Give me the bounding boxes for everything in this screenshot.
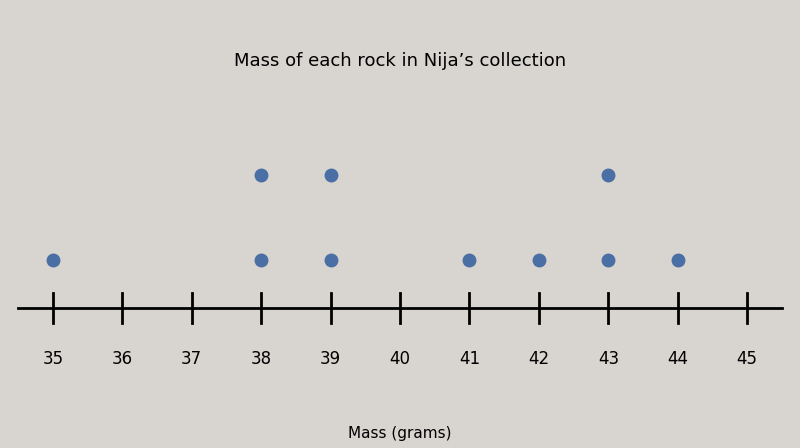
Text: 37: 37 [181, 350, 202, 368]
Text: 40: 40 [390, 350, 410, 368]
Text: 39: 39 [320, 350, 341, 368]
Text: Mass of each rock in Nija’s collection: Mass of each rock in Nija’s collection [234, 52, 566, 69]
Text: 43: 43 [598, 350, 619, 368]
Text: 36: 36 [112, 350, 133, 368]
Text: 38: 38 [250, 350, 272, 368]
Text: 35: 35 [42, 350, 63, 368]
Text: 41: 41 [459, 350, 480, 368]
Text: 44: 44 [667, 350, 688, 368]
Text: 45: 45 [737, 350, 758, 368]
Text: Mass (grams): Mass (grams) [348, 426, 452, 441]
Text: 42: 42 [528, 350, 550, 368]
